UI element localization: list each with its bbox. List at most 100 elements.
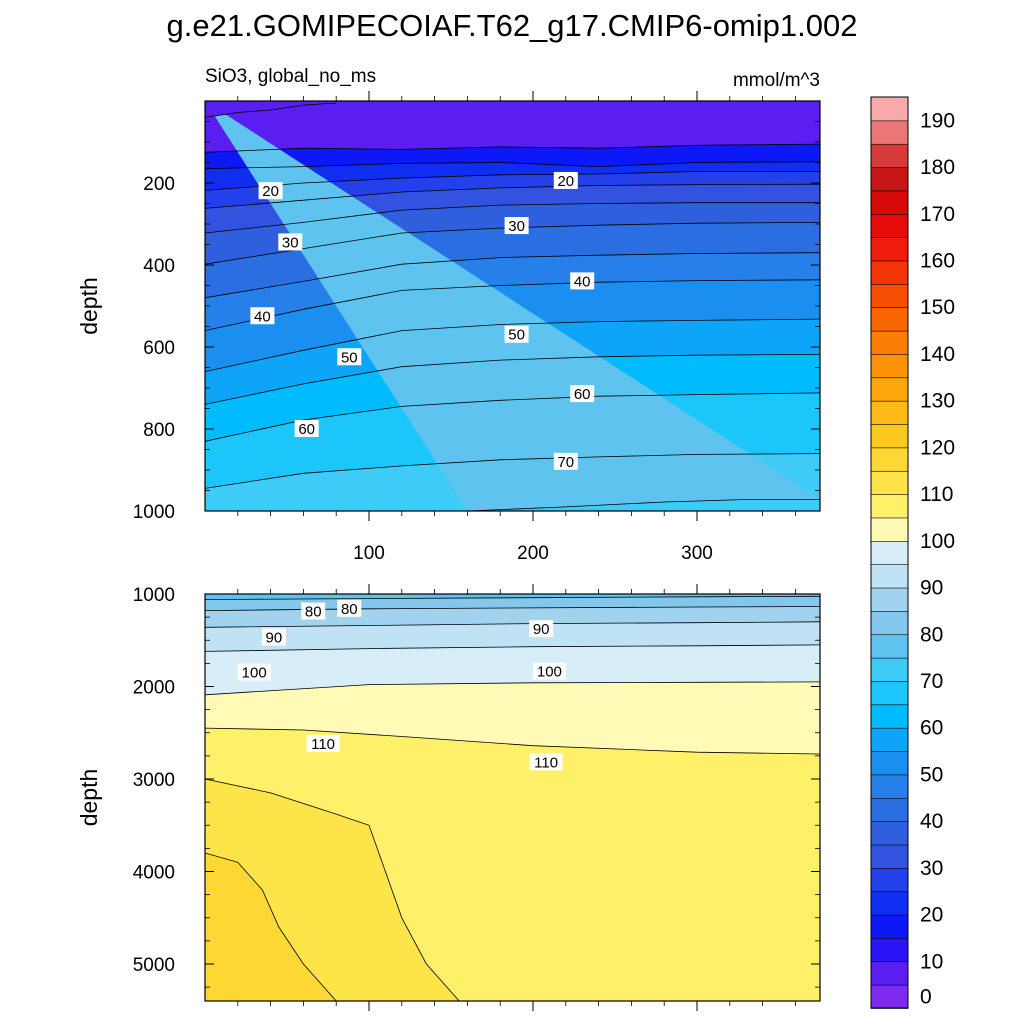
contour-label-box [570, 272, 595, 290]
contour-label-text: 40 [254, 308, 271, 325]
colorbar-swatch [870, 867, 909, 893]
colorbar: 0 10 20 30 40 50 60 70 80 90 100 110 120 130 140 150 160… [870, 96, 955, 1009]
colorbar-swatch [870, 447, 909, 472]
upper-contour-lines [205, 102, 820, 511]
contour-label-box [337, 599, 362, 617]
colorbar-swatch [870, 400, 909, 425]
contour-label-box [504, 325, 529, 343]
contour-label-box [237, 663, 271, 681]
y-tick-label: 2000 [133, 678, 175, 699]
upper-contour-label: 20 [553, 171, 578, 190]
contour-label-text: 30 [282, 234, 299, 251]
colorbar-frame [870, 96, 909, 1009]
contour-label-text: 80 [341, 601, 358, 618]
lower-plot-frame [204, 593, 821, 1002]
colorbar-swatch [870, 166, 909, 192]
lower-filled-contours [205, 594, 820, 1001]
colorbar-tick-label: 150 [920, 296, 955, 319]
upper-contour-label: 70 [553, 452, 578, 471]
colorbar-swatch [870, 517, 909, 542]
upper-contour-label: 40 [570, 272, 595, 290]
colorbar-swatch [870, 820, 909, 846]
y-tick-label: 200 [143, 174, 175, 195]
lower-contour-label: 80 [301, 602, 326, 621]
y-tick-label: 600 [143, 338, 175, 359]
colorbar-tick-label: 120 [920, 436, 955, 459]
colorbar-tick-label: 190 [920, 109, 955, 132]
upper-surface-minimum [205, 101, 337, 118]
upper-contour-line-25 [205, 171, 820, 191]
colorbar-swatch [870, 774, 909, 799]
x-tick-label: 200 [517, 543, 549, 564]
lower-contour-line-105 [205, 727, 820, 755]
contour-label-text: 20 [557, 173, 574, 190]
colorbar-tick-label: 40 [920, 810, 943, 833]
colorbar-swatch [870, 610, 909, 636]
colorbar-tick-label: 110 [920, 483, 953, 506]
lower-contour-label: 110 [306, 734, 340, 753]
contour-label-box [258, 182, 283, 200]
lower-contour-label: 90 [261, 628, 286, 646]
contour-label-text: 50 [508, 327, 525, 344]
colorbar-swatch [870, 190, 909, 215]
lower-contour-line-100 [205, 681, 820, 696]
colorbar-swatch [870, 890, 909, 916]
units-label: mmol/m^3 [733, 70, 820, 91]
upper-contour-line-10 [205, 102, 337, 118]
y-tick-label: 800 [143, 420, 175, 441]
lower-contour-panel: 80 80 90 90 100 100 110 110 1000 2000 3000 4000 5000… [76, 584, 821, 1011]
colorbar-swatch [870, 470, 909, 495]
lower-contour-label: 100 [532, 662, 566, 681]
colorbar-tick-label: 160 [920, 250, 955, 273]
colorbar-swatch [870, 937, 909, 963]
colorbar-swatch [870, 213, 909, 238]
upper-contour-panel: 20 20 30 30 40 40 50 50 60 60 70 200 400 600 800 1000 de… [76, 91, 821, 564]
colorbar-swatch [870, 236, 909, 262]
y-tick-label: 5000 [133, 955, 175, 976]
upper-contour-label: 50 [337, 348, 362, 366]
contour-label-box [306, 734, 340, 752]
colorbar-tick-label: 90 [920, 577, 943, 600]
colorbar-swatch [870, 306, 909, 332]
colorbar-swatch [870, 260, 909, 285]
colorbar-tick-label: 20 [920, 904, 943, 927]
colorbar-tick-label: 60 [920, 717, 943, 740]
panel-subtitle-left: SiO3, global_no_ms [205, 66, 376, 87]
upper-contour-label: 20 [258, 182, 283, 200]
colorbar-swatch [870, 844, 909, 869]
upper-contour-label: 50 [504, 325, 529, 344]
colorbar-swatch [870, 704, 909, 729]
upper-contour-label: 60 [570, 385, 595, 403]
colorbar-swatch [870, 657, 909, 682]
colorbar-swatch [870, 353, 909, 379]
colorbar-tick-label: 50 [920, 763, 943, 786]
colorbar-swatch [870, 540, 909, 565]
contour-label-box [553, 452, 578, 470]
colorbar-swatch [870, 493, 909, 519]
upper-contour-line-55 [205, 318, 820, 372]
contour-label-box [532, 662, 566, 680]
contour-label-box [337, 348, 362, 366]
contour-label-text: 100 [537, 664, 562, 681]
colorbar-tick-label: 30 [920, 857, 943, 880]
colorbar-swatch [870, 283, 909, 309]
upper-contour-line-35 [205, 202, 820, 234]
y-tick-label: 4000 [133, 863, 175, 884]
lower-y-axis: 1000 2000 3000 4000 5000 depth [76, 585, 820, 988]
contour-label-text: 70 [557, 454, 574, 471]
lower-contour-lines [205, 595, 820, 1001]
upper-contour-line-70 [205, 453, 820, 489]
colorbar-swatch [870, 680, 909, 706]
upper-contour-line-75 [467, 499, 820, 511]
upper-contour-line-30 [205, 183, 820, 209]
upper-contour-label: 40 [250, 307, 275, 325]
contour-label-box [278, 233, 303, 251]
colorbar-swatch [870, 914, 909, 939]
upper-contour-line-50 [205, 279, 820, 331]
colorbar-swatch [870, 960, 909, 986]
contour-label-box [261, 628, 286, 646]
upper-x-axis: 100 200 300 [237, 91, 796, 564]
colorbar-swatch [870, 797, 909, 822]
y-tick-label: 3000 [133, 770, 175, 791]
colorbar-tick-label: 70 [920, 670, 943, 693]
